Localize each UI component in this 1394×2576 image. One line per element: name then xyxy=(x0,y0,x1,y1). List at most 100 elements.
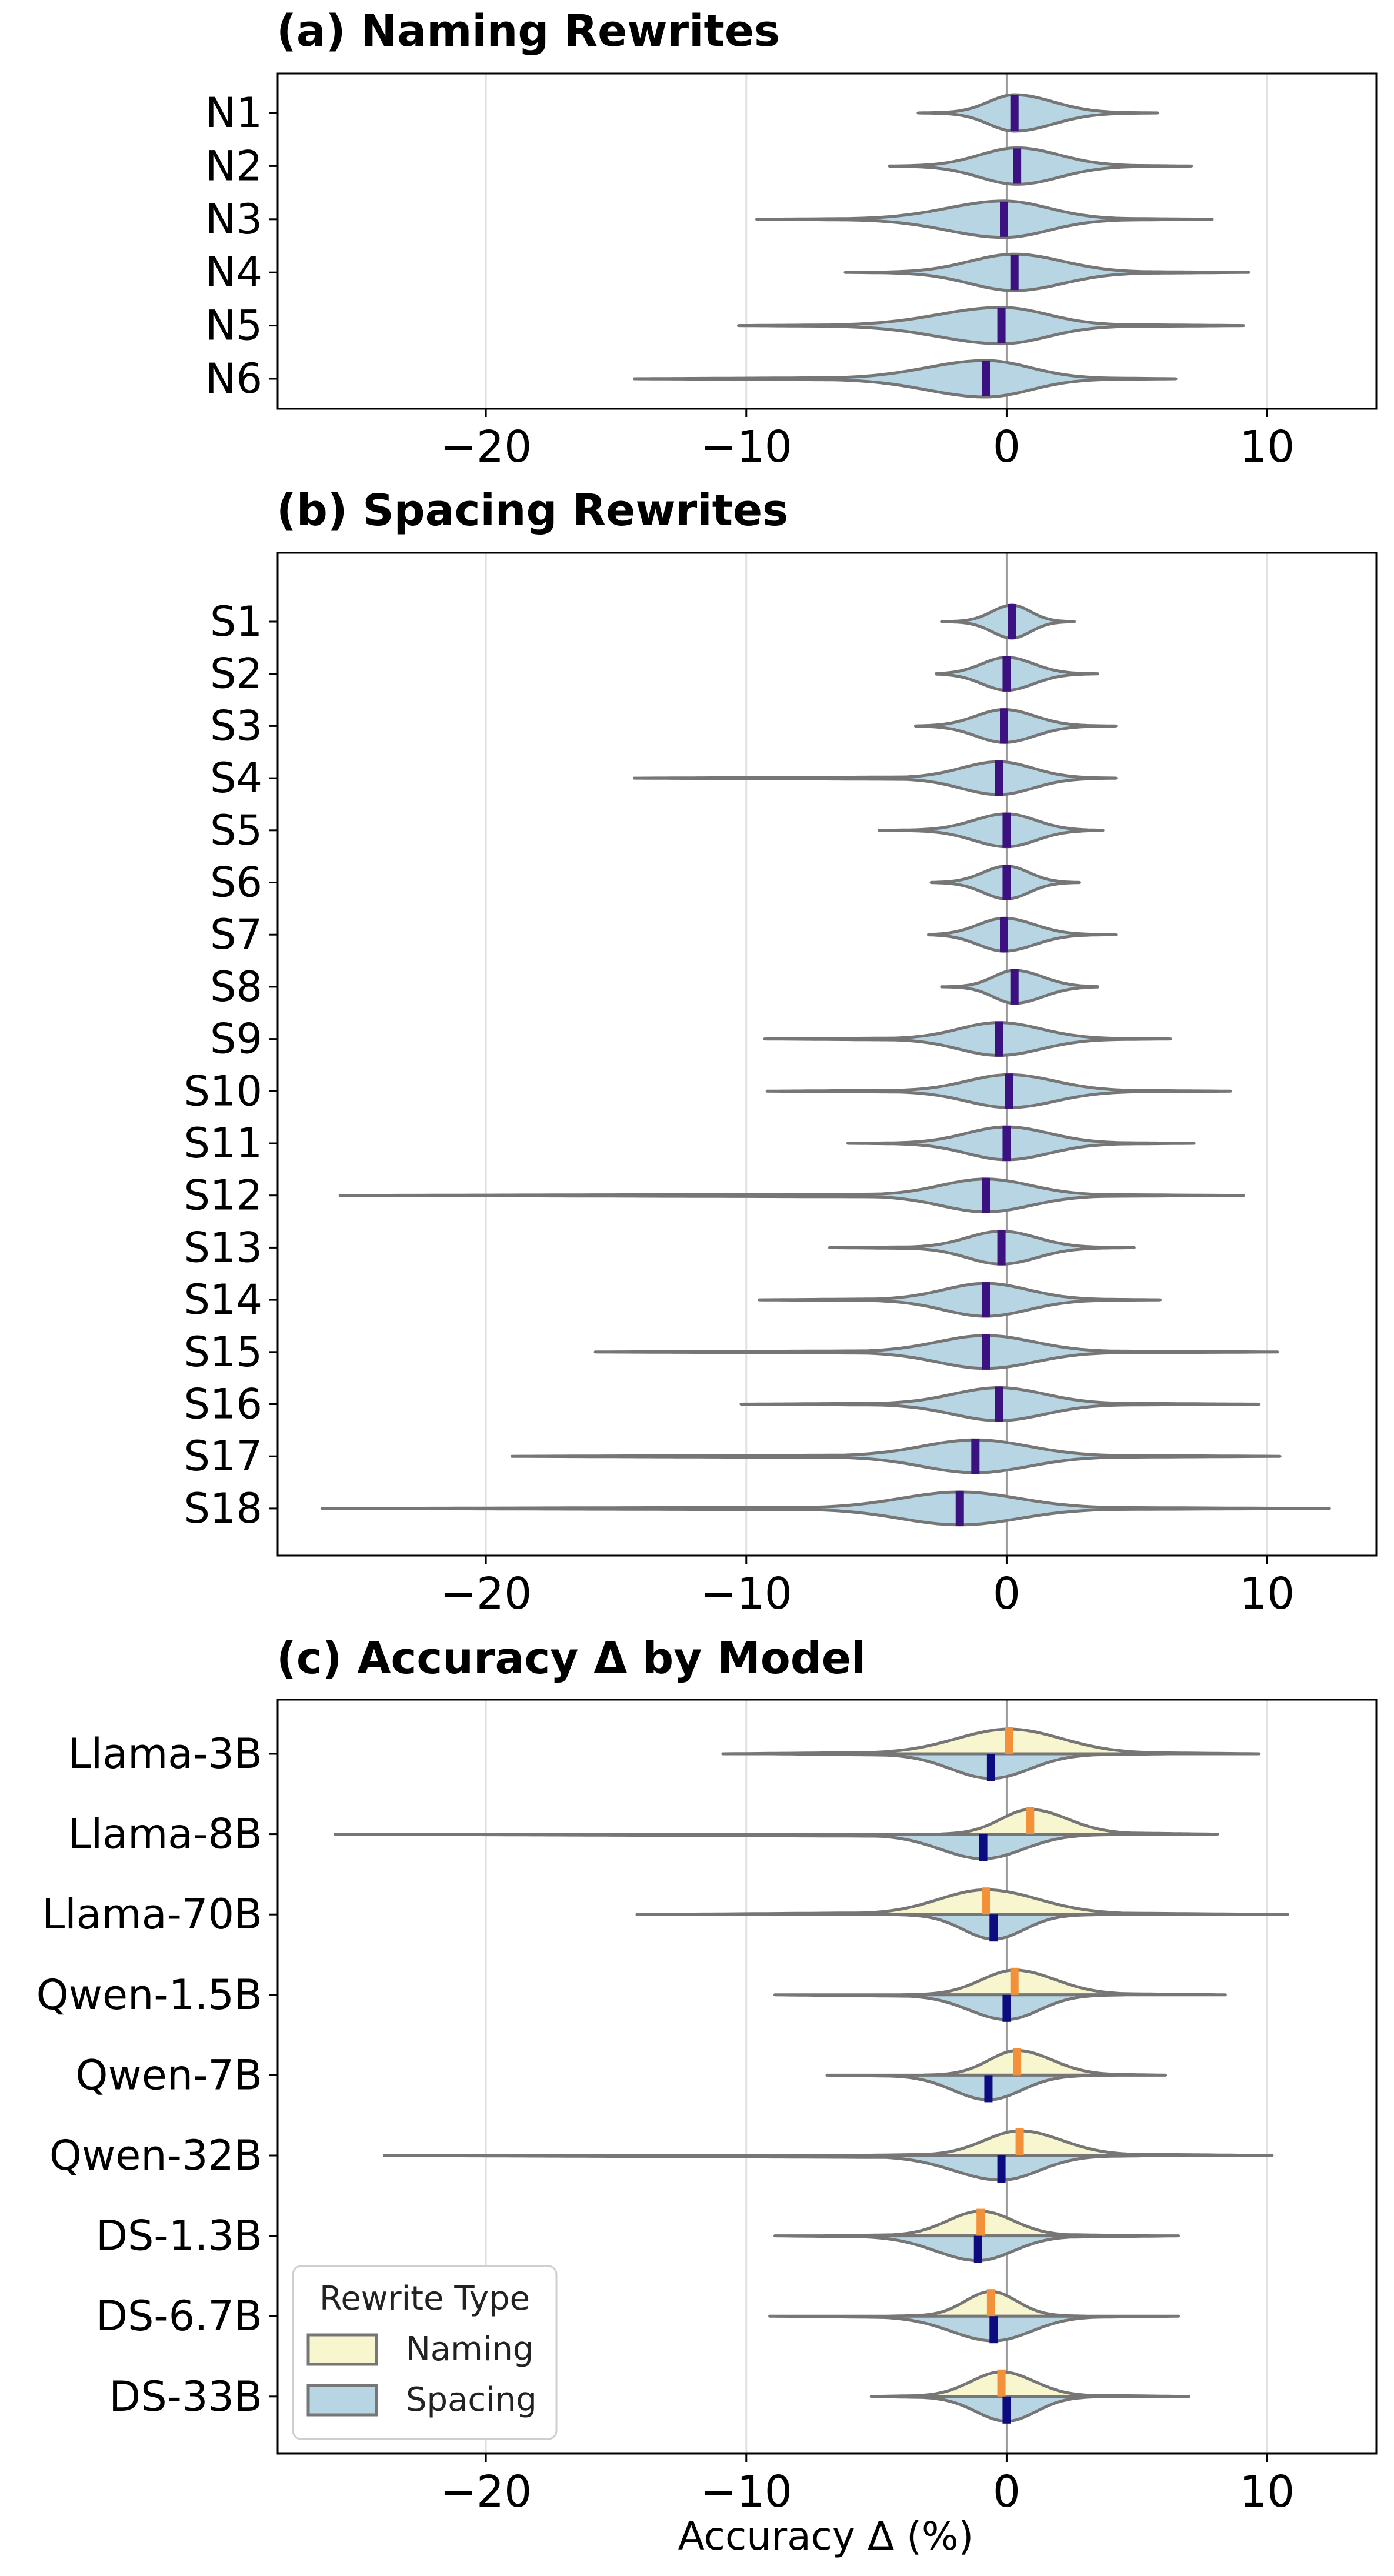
legend-label-naming: Naming xyxy=(406,2330,533,2368)
category-label: S9 xyxy=(210,1015,262,1063)
median-marker-S2 xyxy=(1002,656,1011,692)
median-marker-spacing-Qwen-1.5B xyxy=(1002,1994,1011,2022)
category-label: N4 xyxy=(205,248,262,296)
median-marker-S9 xyxy=(995,1021,1003,1057)
x-tick-label-0: −20 xyxy=(440,2467,532,2517)
legend: Rewrite Type Naming Spacing xyxy=(292,2265,558,2440)
category-label: S16 xyxy=(184,1380,262,1429)
median-marker-spacing-DS-1.3B xyxy=(973,2235,982,2263)
category-label: Llama-3B xyxy=(68,1730,262,1778)
median-marker-naming-Llama-3B xyxy=(1005,1727,1013,1754)
panel-a-violins xyxy=(632,93,1250,399)
panel-a-x-ticks: −20 −10 0 10 xyxy=(440,409,1295,472)
panel-c-violins xyxy=(333,1727,1289,2423)
panel-a-gridlines xyxy=(485,74,1268,409)
x-tick-label-1: −10 xyxy=(701,2467,792,2517)
x-tick-label-3: 10 xyxy=(1239,2467,1295,2517)
violin-N4 xyxy=(843,252,1250,292)
x-tick-label-0: −20 xyxy=(440,422,532,472)
median-marker-spacing-Llama-70B xyxy=(989,1914,998,1942)
category-label: Qwen-7B xyxy=(75,2051,262,2099)
category-label: N3 xyxy=(205,195,262,243)
violin-S10 xyxy=(765,1073,1232,1109)
panel-a-medians xyxy=(982,95,1022,396)
panel-a-category-labels: N1 N2 N3 N4 N5 N6 xyxy=(205,89,278,403)
violin-spacing-DS-6.7B xyxy=(768,2314,1180,2343)
median-marker-N1 xyxy=(1010,95,1019,131)
legend-label-spacing: Spacing xyxy=(406,2381,537,2419)
x-tick-label-2: 0 xyxy=(993,1569,1021,1619)
panel-b-x-ticks: −20 −10 0 10 xyxy=(440,1556,1295,1619)
category-label: S1 xyxy=(210,598,262,646)
panel-b-frame xyxy=(276,552,1378,1557)
median-marker-S4 xyxy=(995,760,1003,796)
x-tick-label-2: 0 xyxy=(993,422,1021,472)
violin-S12 xyxy=(338,1177,1245,1214)
category-label: S5 xyxy=(210,806,262,855)
median-marker-N6 xyxy=(982,361,991,396)
median-marker-naming-Qwen-7B xyxy=(1013,2048,1022,2076)
category-label: S15 xyxy=(184,1328,262,1376)
category-label: S11 xyxy=(184,1119,262,1167)
category-label: S12 xyxy=(184,1172,262,1220)
median-marker-spacing-DS-33B xyxy=(1002,2396,1011,2424)
panel-a-frame xyxy=(276,72,1378,410)
x-tick-label-2: 0 xyxy=(993,2467,1021,2517)
median-marker-S13 xyxy=(997,1230,1006,1266)
category-label: S3 xyxy=(210,702,262,750)
category-label: DS-1.3B xyxy=(96,2212,262,2260)
median-marker-naming-Llama-8B xyxy=(1026,1807,1035,1834)
x-tick-label-0: −20 xyxy=(440,1569,532,1619)
violin-S3 xyxy=(914,708,1118,744)
legend-title: Rewrite Type xyxy=(319,2280,530,2318)
panel-b-category-labels: S1S2S3S4S5S6S7S8S9S10S11S12S13S14S15S16S… xyxy=(184,598,278,1533)
violin-spacing-Llama-8B xyxy=(333,1833,1146,1861)
category-label: N6 xyxy=(205,355,262,403)
median-marker-S12 xyxy=(982,1177,991,1213)
panel-b-title: (b) Spacing Rewrites xyxy=(276,485,788,536)
median-marker-S7 xyxy=(1000,917,1009,953)
category-label: S8 xyxy=(210,963,262,1011)
violin-N2 xyxy=(888,146,1193,186)
median-marker-S15 xyxy=(982,1334,991,1370)
x-tick-label-1: −10 xyxy=(701,422,792,472)
category-label: S4 xyxy=(210,754,262,802)
category-label: S7 xyxy=(210,910,262,959)
median-marker-naming-Qwen-32B xyxy=(1015,2128,1024,2155)
panel-a-title: (a) Naming Rewrites xyxy=(276,6,780,56)
median-marker-naming-DS-1.3B xyxy=(976,2208,985,2236)
median-marker-S6 xyxy=(1002,865,1011,900)
category-label: DS-6.7B xyxy=(96,2292,262,2340)
category-label: N2 xyxy=(205,142,262,190)
panel-c-category-labels: Llama-3B Llama-8B Llama-70B Qwen-1.5B Qwen-7… xyxy=(36,1730,278,2421)
panel-b-gridlines xyxy=(485,553,1268,1556)
violin-S11 xyxy=(846,1125,1196,1162)
violin-S5 xyxy=(878,812,1105,849)
median-marker-S8 xyxy=(1010,969,1019,1005)
x-axis-label: Accuracy Δ (%) xyxy=(678,2514,974,2559)
violin-N1 xyxy=(916,93,1159,133)
violin-S2 xyxy=(935,656,1099,692)
category-label: N5 xyxy=(205,302,262,350)
category-label: S13 xyxy=(184,1223,262,1272)
median-marker-naming-DS-33B xyxy=(997,2369,1006,2397)
x-tick-label-3: 10 xyxy=(1239,1569,1295,1619)
violin-spacing-Qwen-32B xyxy=(383,2154,1165,2182)
violin-S14 xyxy=(758,1282,1162,1318)
violin-S8 xyxy=(940,969,1099,1005)
median-marker-spacing-Qwen-7B xyxy=(984,2075,993,2103)
median-marker-naming-DS-6.7B xyxy=(986,2289,995,2317)
violin-S15 xyxy=(593,1334,1279,1370)
violin-S9 xyxy=(763,1021,1172,1057)
category-label: Llama-8B xyxy=(68,1810,262,1858)
violin-spacing-Qwen-7B xyxy=(825,2073,1118,2101)
median-marker-S10 xyxy=(1005,1073,1013,1109)
panel-naming-rewrites: (a) Naming Rewrites N1 N2 N3 N4 N5 N6 −20 −10 0… xyxy=(205,6,1378,472)
legend-swatch-spacing xyxy=(306,2384,378,2417)
category-label: Llama-70B xyxy=(42,1890,262,1938)
panel-b-medians xyxy=(955,604,1019,1526)
median-marker-N2 xyxy=(1013,148,1022,184)
category-label: S18 xyxy=(184,1484,262,1533)
median-marker-S17 xyxy=(971,1439,980,1474)
